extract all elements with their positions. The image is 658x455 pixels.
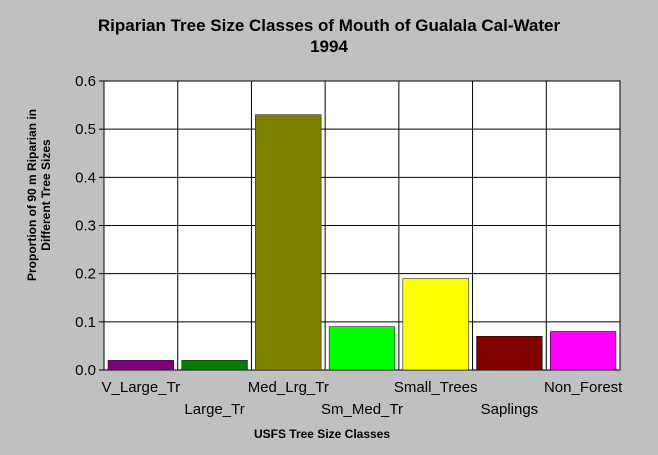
bar-med-lrg-tr	[255, 114, 322, 371]
y-tick-label: 0.3	[75, 218, 96, 235]
x-category-label: Med_Lrg_Tr	[248, 379, 329, 396]
chart-title: Riparian Tree Size Classes of Mouth of G…	[98, 16, 561, 35]
x-category-label: Small_Trees	[394, 379, 478, 396]
bar-saplings	[476, 336, 543, 371]
bar-sm-med-tr	[328, 326, 396, 371]
x-category-label: Sm_Med_Tr	[321, 401, 403, 418]
gridlines	[104, 81, 620, 370]
bars	[107, 114, 617, 371]
bar-small-trees	[402, 278, 469, 371]
y-tick-label: 0.5	[75, 121, 96, 138]
y-tick-label: 0.2	[75, 266, 96, 283]
x-category-label: V_Large_Tr	[102, 379, 181, 396]
y-tick-label: 0.1	[75, 314, 96, 331]
y-tick-label: 0.0	[75, 362, 96, 379]
bar-v-large-tr	[107, 360, 174, 371]
y-axis-ticks: 0.0 0.1 0.2 0.3 0.4 0.5 0.6	[75, 73, 104, 379]
y-tick-label: 0.4	[75, 169, 96, 186]
y-axis-title-line2: Different Tree Sizes	[39, 139, 53, 251]
bar-non-forest	[550, 331, 617, 371]
x-category-label: Large_Tr	[184, 401, 244, 418]
bar-large-tr	[181, 360, 248, 371]
x-category-label: Saplings	[481, 401, 539, 418]
y-tick-label: 0.6	[75, 73, 96, 90]
chart-subtitle: 1994	[310, 37, 348, 56]
x-axis-title: USFS Tree Size Classes	[254, 427, 390, 441]
y-axis-title-line1: Proportion of 90 m Riparian in	[25, 109, 39, 281]
x-category-label: Non_Forest	[544, 379, 623, 396]
